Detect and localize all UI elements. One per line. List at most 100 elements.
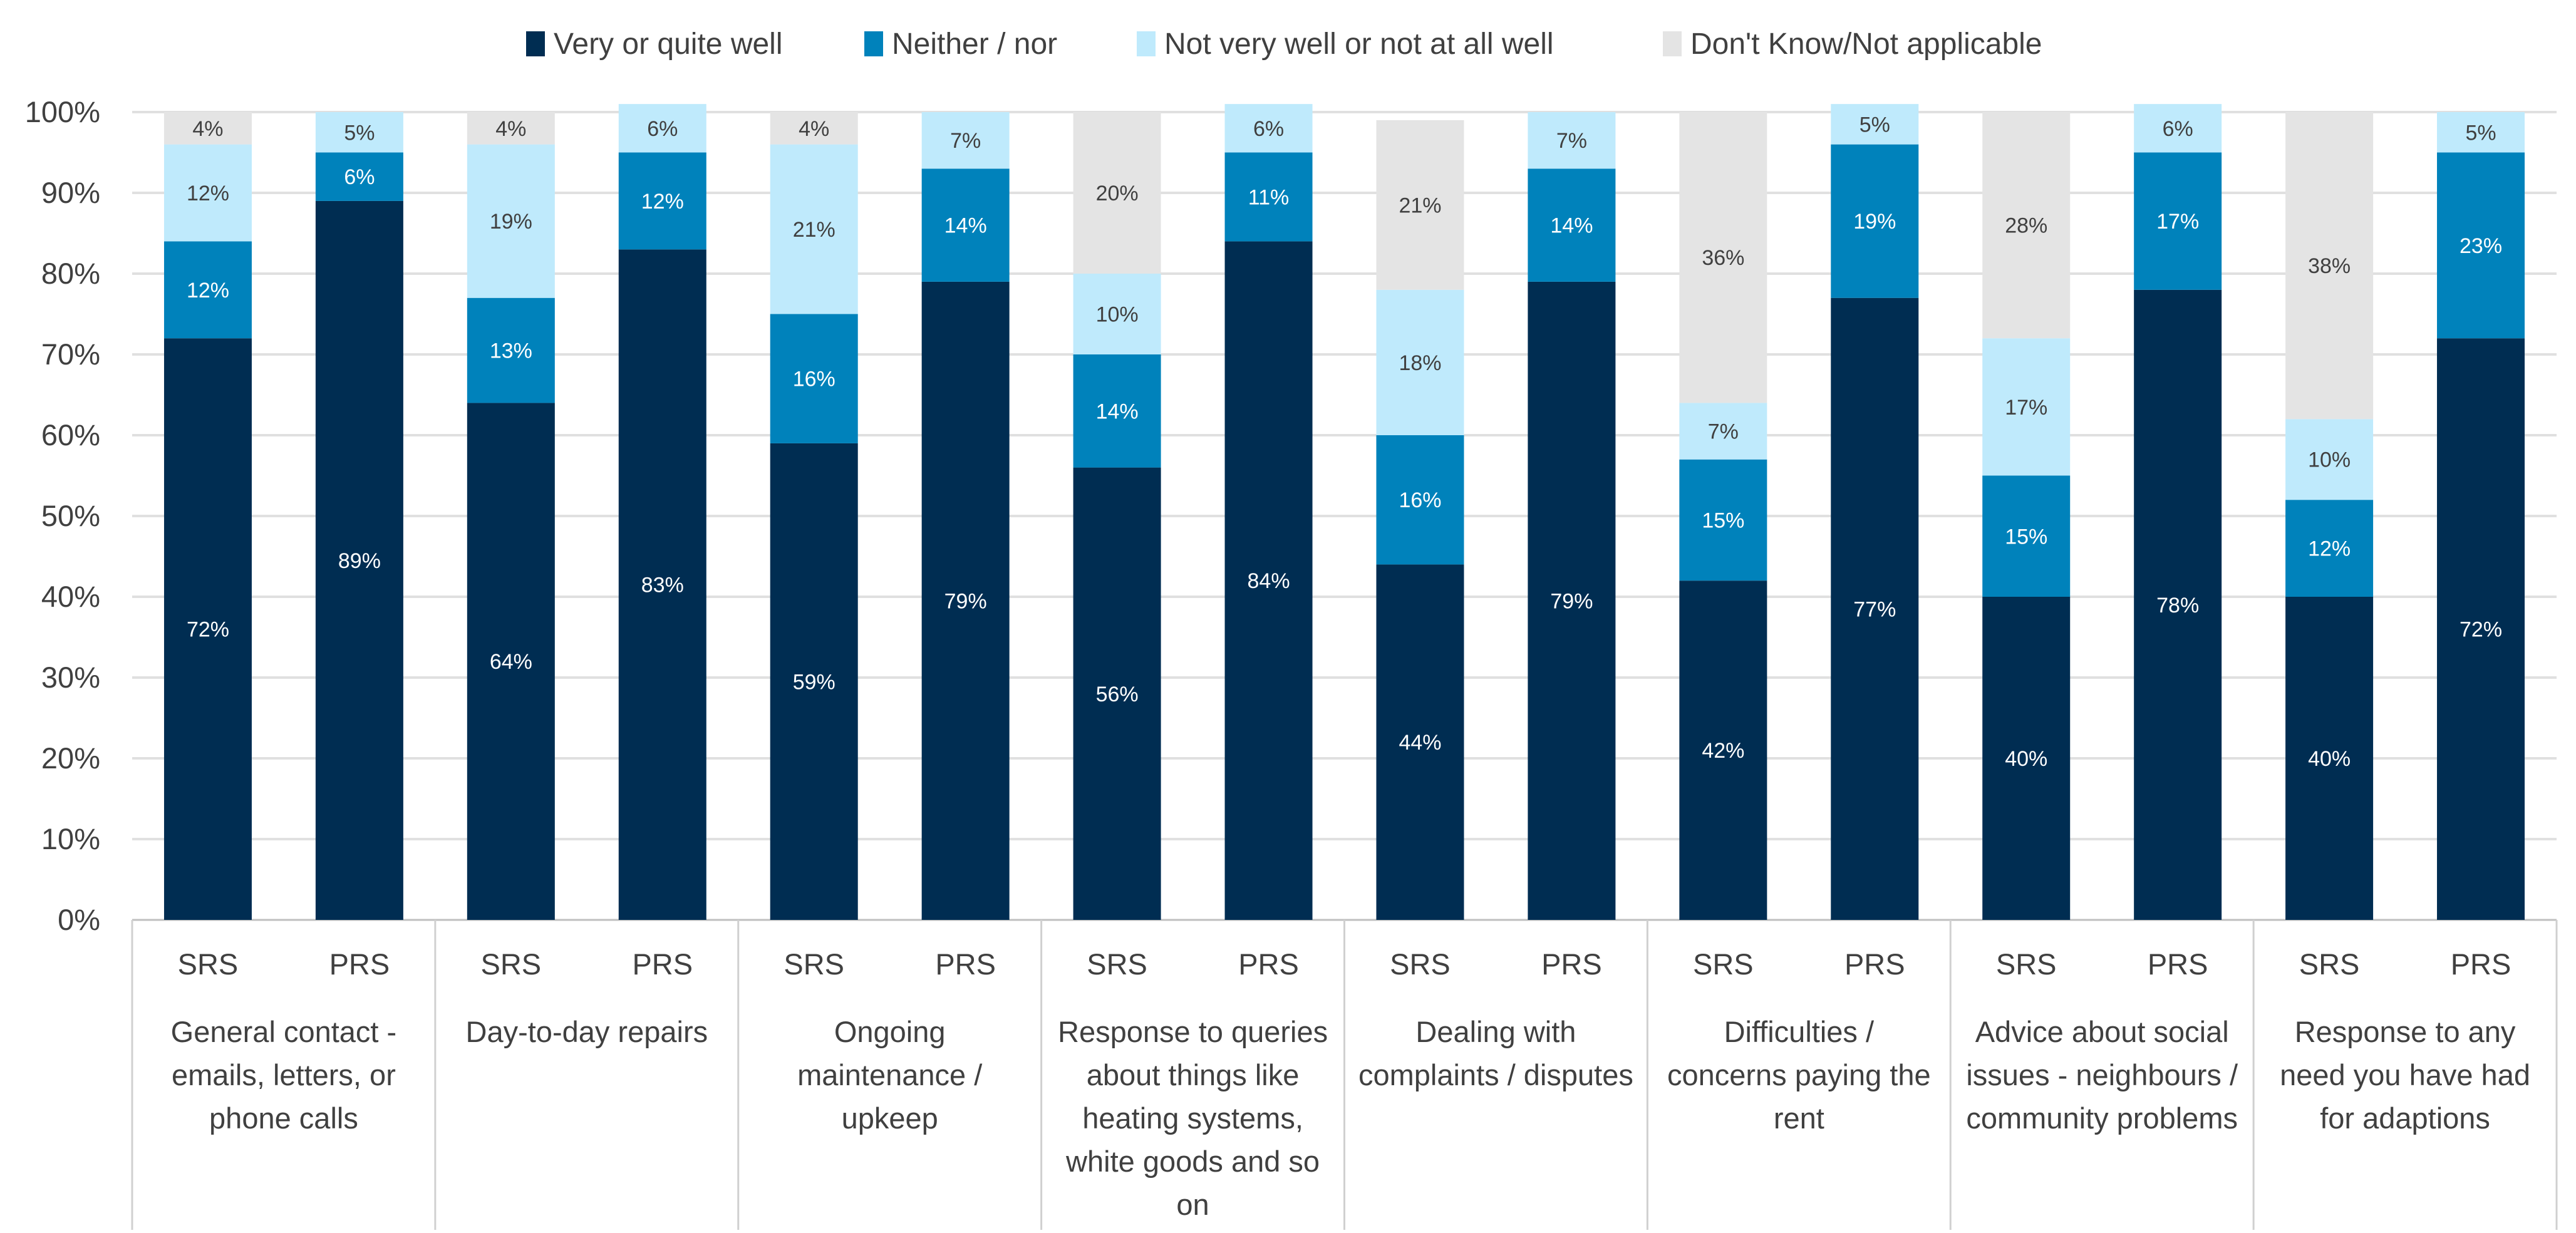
bar-segment: [1831, 297, 1919, 920]
bar-segment: [770, 112, 858, 145]
data-label: 89%: [338, 549, 381, 573]
x-group-label: Ongoing: [834, 1015, 946, 1048]
x-category-label: PRS: [329, 947, 390, 981]
data-label: 12%: [2308, 537, 2351, 561]
legend-label: Very or quite well: [554, 28, 783, 61]
data-label: 16%: [1399, 488, 1441, 512]
data-label: 19%: [490, 210, 532, 234]
bar-segment: [2285, 112, 2374, 420]
data-label: 72%: [2460, 618, 2502, 642]
data-label: 13%: [490, 339, 532, 363]
bar-segment: [163, 338, 252, 920]
x-category-label: SRS: [1996, 947, 2057, 981]
x-category-label: SRS: [784, 947, 844, 981]
x-group-label: rent: [1774, 1101, 1824, 1135]
bar-segment: [2285, 419, 2374, 500]
bar-segment: [1376, 435, 1464, 565]
x-group-label: Response to any: [2295, 1015, 2516, 1048]
bar-segment: [1831, 144, 1919, 298]
bar-segment: [1528, 168, 1616, 282]
x-group-label: heating systems,: [1082, 1101, 1303, 1135]
x-category-label: SRS: [481, 947, 542, 981]
data-label: 12%: [187, 182, 229, 205]
bar-segment: [1982, 597, 2071, 920]
bar-segment: [1073, 112, 1161, 274]
data-label: 14%: [944, 214, 987, 238]
bar-segment: [2134, 152, 2222, 290]
x-category-label: PRS: [935, 947, 996, 981]
x-group-label: about things like: [1087, 1058, 1300, 1091]
bars: 72% 12% 12% 4% 89% 6% 5% 64% 13% 19% 4% 83% 12% 6% 59%…: [163, 104, 2525, 920]
data-label: 5%: [1860, 113, 1890, 137]
data-label: 21%: [1399, 193, 1441, 217]
data-label: 23%: [2460, 234, 2502, 258]
data-label: 21%: [793, 218, 835, 242]
x-group-label: need you have had: [2280, 1058, 2530, 1091]
bar-segment: [1073, 467, 1161, 920]
bar-segment: [618, 104, 706, 153]
data-label: 12%: [187, 279, 229, 302]
bar-segment: [1679, 403, 1767, 460]
bar-segment: [1679, 112, 1767, 403]
x-axis: SRS PRS SRS PRS SRS PRS SRS PRS SRS PRS SRS PRS SRS P…: [131, 920, 2558, 1230]
data-label: 7%: [1708, 420, 1739, 444]
data-label: 5%: [344, 121, 375, 145]
bar-segment: [467, 112, 555, 145]
data-label: 6%: [1253, 117, 1284, 141]
bar-segment: [2437, 152, 2525, 339]
data-label: 42%: [1702, 739, 1744, 763]
data-label: 79%: [944, 589, 987, 613]
x-category-label: PRS: [1238, 947, 1299, 981]
legend: Very or quite well Neither / nor Not very …: [526, 28, 2042, 61]
x-group-label: Advice about social: [1975, 1015, 2229, 1048]
data-label: 40%: [2005, 747, 2047, 771]
data-label: 38%: [2308, 254, 2351, 278]
x-group-label: on: [1176, 1188, 1209, 1221]
data-label: 40%: [2308, 747, 2351, 771]
data-label: 5%: [2465, 121, 2496, 145]
y-tick-label: 100%: [25, 95, 100, 128]
x-group-label: maintenance /: [797, 1058, 983, 1091]
x-group-label: white goods and so: [1065, 1145, 1320, 1178]
x-category-label: SRS: [1693, 947, 1754, 981]
bar-segment: [921, 112, 1010, 169]
bar-segment: [1982, 338, 2071, 476]
y-tick-label: 80%: [41, 257, 100, 290]
data-label: 14%: [1550, 214, 1593, 238]
bar-segment: [1224, 152, 1313, 242]
bar-segment: [1224, 104, 1313, 153]
x-group-label: upkeep: [842, 1101, 938, 1135]
y-tick-label: 20%: [41, 741, 100, 775]
x-category-label: SRS: [1390, 947, 1451, 981]
legend-swatch: [1663, 31, 1682, 56]
bar-segment: [618, 249, 706, 920]
bar-segment: [770, 314, 858, 443]
bar-segment: [1073, 354, 1161, 468]
data-label: 59%: [793, 670, 835, 694]
data-label: 17%: [2005, 396, 2047, 420]
data-label: 4%: [192, 117, 223, 141]
y-tick-label: 40%: [41, 580, 100, 613]
x-category-label: PRS: [2451, 947, 2511, 981]
bar-segment: [1376, 564, 1464, 920]
x-group-label: Dealing with: [1415, 1015, 1576, 1048]
data-label: 83%: [641, 574, 684, 597]
data-label: 56%: [1096, 683, 1139, 706]
x-group-label: for adaptions: [2320, 1101, 2490, 1135]
y-axis-ticks: 0% 10% 20% 30% 40% 50% 60% 70% 80% 90% 100%: [25, 95, 100, 936]
x-group-label: complaints / disputes: [1358, 1058, 1633, 1091]
data-label: 6%: [647, 117, 678, 141]
bar-segment: [770, 443, 858, 920]
legend-swatch: [1137, 31, 1156, 56]
data-label: 6%: [344, 165, 375, 189]
bar-segment: [1528, 281, 1616, 920]
x-group-label: Day-to-day repairs: [466, 1015, 708, 1048]
data-label: 15%: [1702, 508, 1744, 532]
data-label: 10%: [2308, 448, 2351, 472]
y-tick-label: 50%: [41, 499, 100, 532]
data-label: 79%: [1550, 589, 1593, 613]
data-label: 7%: [1556, 129, 1587, 153]
data-label: 7%: [950, 129, 981, 153]
y-tick-label: 30%: [41, 661, 100, 694]
